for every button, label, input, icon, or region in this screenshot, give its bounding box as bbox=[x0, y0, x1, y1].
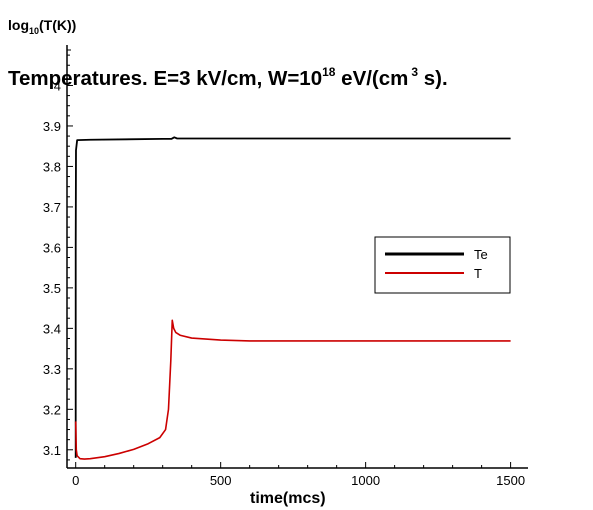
chart-title: Temperatures. E=3 kV/cm, W=1018 eV/(cm 3 … bbox=[8, 65, 448, 90]
x-tick-label: 500 bbox=[210, 473, 232, 488]
y-tick-label: 3.8 bbox=[43, 159, 61, 174]
y-tick-label: 3.9 bbox=[43, 119, 61, 134]
series-line-te bbox=[74, 136, 511, 458]
series-group bbox=[74, 136, 511, 460]
title-post2: s). bbox=[418, 67, 448, 90]
y-axis-label-pre: log bbox=[8, 17, 29, 33]
legend-box bbox=[374, 236, 511, 294]
y-tick-label: 3.6 bbox=[43, 240, 61, 255]
legend-label-t: T bbox=[474, 266, 482, 281]
y-axis-label-post: (T(K)) bbox=[39, 17, 76, 33]
legend: Te T bbox=[374, 236, 511, 294]
y-tick-label: 3.1 bbox=[43, 443, 61, 458]
y-ticks: 3.1 3.2 3.3 3.4 3.5 3.6 3.7 3.8 3.9 4 bbox=[43, 54, 73, 461]
y-tick-label: 3.2 bbox=[43, 402, 61, 417]
y-tick-label: 3.7 bbox=[43, 200, 61, 215]
y-tick-label: 3.3 bbox=[43, 362, 61, 377]
x-axis-label: time(mcs) bbox=[250, 490, 326, 507]
legend-label-te: Te bbox=[474, 247, 488, 262]
y-axis-label-sub: 10 bbox=[29, 26, 39, 36]
title-post: eV/(cm bbox=[335, 67, 408, 90]
x-tick-label: 0 bbox=[72, 473, 79, 488]
x-tick-label: 1500 bbox=[496, 473, 525, 488]
y-tick-label: 3.5 bbox=[43, 281, 61, 296]
x-ticks: 0 500 1000 1500 bbox=[72, 462, 525, 488]
y-tick-label: 3.4 bbox=[43, 321, 61, 336]
title-exponent2: 3 bbox=[411, 65, 418, 79]
y-tick-label: 4 bbox=[54, 78, 61, 93]
y-axis-label: log10(T(K)) bbox=[8, 17, 76, 36]
title-pre: Temperatures. E=3 kV/cm, W=10 bbox=[8, 67, 322, 90]
x-tick-label: 1000 bbox=[351, 473, 380, 488]
series-line-t bbox=[74, 319, 511, 460]
title-exponent: 18 bbox=[322, 65, 336, 79]
